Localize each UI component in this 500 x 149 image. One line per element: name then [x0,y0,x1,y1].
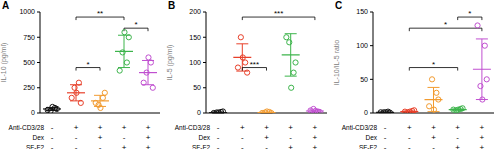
svg-text:*: * [432,60,435,69]
svg-text:+: + [431,133,436,142]
svg-text:-: - [289,133,292,142]
svg-text:100: 100 [356,42,368,49]
svg-text:0: 0 [31,109,35,116]
svg-text:+: + [455,123,460,132]
svg-text:+: + [480,143,485,149]
svg-text:+: + [407,123,412,132]
svg-text:100: 100 [189,59,201,66]
svg-text:+: + [480,133,485,142]
svg-text:50: 50 [360,76,368,83]
svg-text:SF-F2: SF-F2 [192,144,210,149]
svg-text:-: - [75,133,78,142]
svg-text:+: + [288,143,293,149]
svg-text:*: * [444,20,447,29]
svg-text:-: - [51,143,54,149]
svg-text:-: - [51,123,54,132]
svg-text:750: 750 [23,34,35,41]
svg-text:+: + [455,143,460,149]
svg-text:+: + [264,133,269,142]
svg-text:-: - [217,133,220,142]
html-text:A: A [2,0,10,11]
svg-text:+: + [98,123,103,132]
svg-text:200: 200 [189,8,201,15]
svg-text:**: ** [97,9,103,18]
svg-text:+: + [98,133,103,142]
html-text:B: B [168,0,176,11]
svg-text:-: - [123,133,126,142]
svg-text:IL-10 (pg/ml): IL-10 (pg/ml) [8,43,9,83]
svg-text:Anti-CD3/28: Anti-CD3/28 [9,124,45,131]
svg-text:IL-5 (pg/ml): IL-5 (pg/ml) [166,45,174,81]
svg-text:Dex: Dex [32,134,44,141]
svg-text:+: + [288,123,293,132]
svg-text:-: - [384,123,387,132]
svg-text:+: + [431,123,436,132]
svg-text:-: - [99,143,102,149]
svg-text:-: - [384,143,387,149]
html-text:C: C [335,0,343,11]
svg-text:+: + [313,143,318,149]
svg-text:150: 150 [189,34,201,41]
svg-text:250: 250 [23,84,35,91]
svg-text:-: - [217,123,220,132]
svg-text:+: + [480,123,485,132]
svg-text:-: - [408,143,411,149]
svg-text:-: - [384,133,387,142]
svg-text:-: - [408,133,411,142]
svg-text:-: - [241,143,244,149]
svg-text:+: + [122,143,127,149]
svg-text:0: 0 [197,109,201,116]
svg-text:-: - [217,143,220,149]
svg-text:***: *** [274,9,283,18]
svg-text:+: + [146,133,151,142]
svg-text:+: + [122,123,127,132]
svg-text:150: 150 [356,8,368,15]
svg-text:***: *** [250,60,259,69]
svg-text:SF-F2: SF-F2 [26,144,44,149]
svg-text:+: + [313,133,318,142]
svg-text:Anti-CD3/28: Anti-CD3/28 [175,124,211,131]
svg-text:+: + [264,123,269,132]
svg-text:*: * [468,9,471,18]
svg-text:0: 0 [364,109,368,116]
svg-text:-: - [432,143,435,149]
svg-text:SF-F2: SF-F2 [359,144,377,149]
svg-text:+: + [74,123,79,132]
svg-text:Dex: Dex [199,134,211,141]
svg-text:-: - [265,143,268,149]
svg-text:*: * [86,60,89,69]
svg-text:+: + [146,143,151,149]
svg-text:-: - [51,133,54,142]
svg-text:*: * [134,20,137,29]
svg-text:+: + [313,123,318,132]
svg-text:1000: 1000 [19,8,35,15]
svg-text:-: - [241,133,244,142]
svg-text:50: 50 [193,84,201,91]
svg-text:Dex: Dex [366,134,378,141]
svg-text:IL-10/IL-5 ratio: IL-10/IL-5 ratio [333,40,340,86]
svg-text:+: + [146,123,151,132]
svg-text:500: 500 [23,59,35,66]
svg-text:-: - [456,133,459,142]
svg-text:Anti-CD3/28: Anti-CD3/28 [342,124,378,131]
svg-text:-: - [75,143,78,149]
svg-text:+: + [240,123,245,132]
